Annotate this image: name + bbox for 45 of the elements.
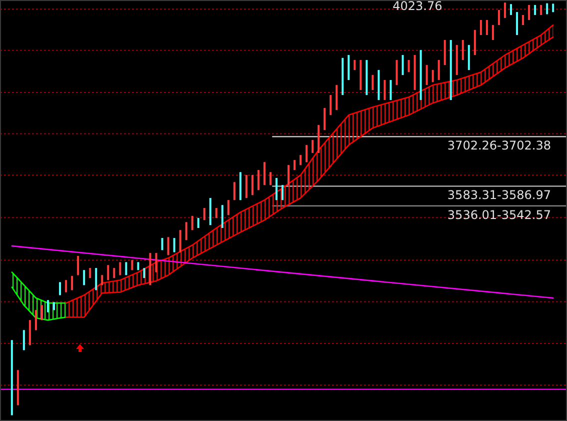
- candlestick: [173, 238, 176, 253]
- candlestick: [251, 174, 254, 196]
- candlestick: [65, 280, 68, 293]
- candlestick: [498, 10, 500, 26]
- candlestick: [257, 170, 260, 191]
- candlestick: [263, 162, 266, 186]
- candlestick: [221, 204, 224, 229]
- candlestick: [372, 74, 374, 91]
- candlestick: [34, 310, 37, 331]
- candlestick: [125, 262, 128, 276]
- candlestick: [492, 24, 494, 41]
- candlestick: [83, 270, 86, 286]
- candlestick: [269, 172, 272, 186]
- candlestick: [384, 80, 386, 101]
- candlestick: [426, 64, 428, 86]
- candlestick: [161, 238, 164, 251]
- candlestick: [227, 200, 230, 216]
- candlestick: [480, 20, 482, 36]
- ref-line-label: 3583.31-3586.97: [447, 188, 551, 202]
- candlestick: [185, 222, 188, 241]
- candlestick: [107, 264, 110, 281]
- candlestick: [167, 236, 170, 256]
- candlestick: [245, 174, 248, 198]
- candlestick: [330, 94, 332, 116]
- candlestick: [203, 208, 206, 221]
- candlestick: [306, 144, 308, 163]
- candlestick: [402, 54, 404, 76]
- candlestick: [486, 20, 488, 36]
- candlestick: [40, 304, 43, 321]
- candlestick: [179, 230, 182, 253]
- candlestick: [22, 330, 25, 351]
- candlestick: [95, 268, 98, 291]
- candlestick: [438, 60, 440, 81]
- candlestick: [233, 182, 236, 201]
- annotation: 4023.76: [392, 0, 442, 13]
- candlestick: [408, 60, 410, 73]
- candlestick: [528, 5, 530, 20]
- candlestick: [312, 140, 314, 154]
- ref-line-label: 3536.01-3542.57: [447, 208, 551, 222]
- candlestick: [432, 70, 434, 83]
- ref-line-label: 3702.26-3702.38: [447, 138, 551, 153]
- candlestick: [462, 40, 464, 61]
- candlestick: [155, 252, 158, 273]
- candlestick: [119, 262, 122, 276]
- candlestick: [390, 80, 392, 101]
